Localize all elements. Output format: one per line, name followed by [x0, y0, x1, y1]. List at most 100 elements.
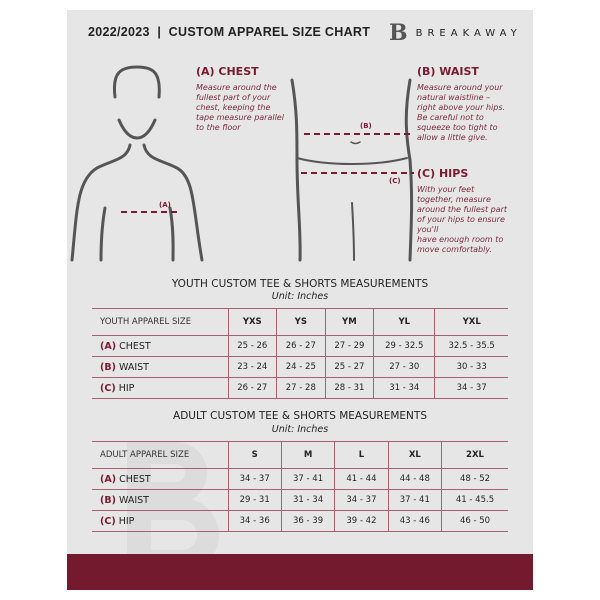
hips-heading: (C) HIPS — [417, 167, 469, 180]
measurement-value: 25 - 26 — [228, 335, 278, 357]
adult-table-unit: Unit: Inches — [271, 424, 329, 435]
measurement-name: WAIST — [118, 361, 149, 373]
table-row: (A) CHEST 25 - 26 26 - 27 27 - 29 29 - 32.5 3… — [92, 335, 508, 357]
table-row: (C) HIP 34 - 36 36 - 39 39 - 42 43 - 46 46 - … — [92, 510, 508, 532]
adult-table-title: ADULT CUSTOM TEE & SHORTS MEASUREMENTS — [173, 410, 427, 422]
measurement-letter: (C) — [100, 515, 116, 527]
measurement-name: HIP — [118, 382, 135, 394]
measurement-value: 25 - 27 — [325, 356, 375, 378]
text-line: natural waistline – — [417, 93, 491, 102]
hips-marker: (C) — [389, 177, 401, 185]
measurement-label: (A) CHEST — [92, 468, 229, 490]
size-header: L — [334, 441, 389, 469]
measurement-value: 37 - 41 — [281, 468, 336, 490]
size-label-header: YOUTH APPAREL SIZE — [92, 308, 229, 336]
text-line: Be careful not to — [417, 113, 484, 122]
measurement-name: CHEST — [119, 473, 151, 485]
text-line: you'll — [417, 225, 439, 234]
measurement-value: 39 - 42 — [334, 510, 389, 532]
measurement-letter: (A) — [100, 473, 117, 485]
measurement-value: 26 - 27 — [276, 335, 326, 357]
measurement-value: 32.5 - 35.5 — [434, 335, 508, 357]
size-header: YXS — [228, 308, 278, 336]
measurement-value: 23 - 24 — [228, 356, 278, 378]
text-line: Measure around the — [196, 83, 277, 92]
size-label-header: ADULT APPAREL SIZE — [92, 441, 229, 469]
text-line: have enough room to — [417, 235, 504, 244]
table-header-row: YOUTH APPAREL SIZE YXS YS YM YL YXL — [92, 308, 508, 336]
footer-bar — [67, 554, 533, 590]
youth-size-table: YOUTH APPAREL SIZE YXS YS YM YL YXL (A) CHEST 2… — [92, 308, 508, 399]
brand-name: BREAKAWAY — [415, 27, 522, 39]
text-line: together, measure — [417, 195, 491, 204]
text-line: to the floor — [196, 123, 241, 132]
page-title: 2022/2023 | CUSTOM APPAREL SIZE CHART — [88, 25, 371, 39]
brand-logo: 𝐁 BREAKAWAY — [389, 20, 522, 46]
text-line: move comfortably. — [417, 245, 492, 254]
measurement-value: 27 - 30 — [373, 356, 436, 378]
measurement-value: 46 - 50 — [441, 510, 508, 532]
measurement-value: 31 - 34 — [281, 489, 336, 511]
measurement-value: 37 - 41 — [388, 489, 443, 511]
measurement-label: (C) HIP — [92, 377, 229, 399]
size-header: YS — [276, 308, 326, 336]
body-figures — [70, 65, 414, 262]
size-header: 2XL — [441, 441, 508, 469]
text-line: With your feet — [417, 185, 475, 194]
measure-lines — [121, 133, 414, 213]
measurement-value: 30 - 33 — [434, 356, 508, 378]
measurement-value: 48 - 52 — [441, 468, 508, 490]
measurement-name: CHEST — [119, 340, 151, 352]
waist-description: Measure around your natural waistline – ri… — [417, 83, 505, 143]
measurement-value: 34 - 37 — [334, 489, 389, 511]
chest-heading: (A) CHEST — [196, 65, 259, 78]
text-line: right above your hips. — [417, 103, 506, 112]
measurement-value: 44 - 48 — [388, 468, 443, 490]
measurement-value: 43 - 46 — [388, 510, 443, 532]
measurement-value: 26 - 27 — [228, 377, 278, 399]
size-header: YXL — [434, 308, 508, 336]
adult-size-table: ADULT APPAREL SIZE S M L XL 2XL (A) CHEST 34 - … — [92, 441, 508, 532]
size-chart-card: 2022/2023 | CUSTOM APPAREL SIZE CHART 𝐁 … — [67, 10, 533, 590]
upper-body-figure — [70, 65, 204, 262]
measurement-letter: (C) — [100, 382, 116, 394]
youth-table-unit: Unit: Inches — [271, 291, 329, 302]
table-row: (B) WAIST 23 - 24 24 - 25 25 - 27 27 - 30 30 … — [92, 356, 508, 378]
measurement-letter: (A) — [100, 340, 117, 352]
measurement-name: HIP — [118, 515, 135, 527]
waist-heading: (B) WAIST — [417, 65, 479, 78]
measurement-letter: (B) — [100, 361, 116, 373]
measurement-value: 36 - 39 — [281, 510, 336, 532]
measurement-value: 27 - 29 — [325, 335, 375, 357]
measurement-label: (C) HIP — [92, 510, 229, 532]
measurement-value: 24 - 25 — [276, 356, 326, 378]
measurement-label: (A) CHEST — [92, 335, 229, 357]
measurement-value: 27 - 28 — [276, 377, 326, 399]
text-line: Measure around your — [417, 83, 503, 92]
table-header-row: ADULT APPAREL SIZE S M L XL 2XL — [92, 441, 508, 469]
waist-marker: (B) — [360, 122, 372, 130]
hips-description: With your feet together, measure around th… — [417, 185, 507, 255]
measurement-label: (B) WAIST — [92, 489, 229, 511]
measurement-value: 34 - 37 — [434, 377, 508, 399]
chest-marker: (A) — [159, 201, 171, 209]
measurement-value: 41 - 45.5 — [441, 489, 508, 511]
text-line: around the fullest part — [417, 205, 508, 214]
table-row: (C) HIP 26 - 27 27 - 28 28 - 31 31 - 34 34 - … — [92, 377, 508, 399]
text-line: squeeze too tight to — [417, 123, 498, 132]
logo-icon: 𝐁 — [389, 20, 408, 46]
table-row: (B) WAIST 29 - 31 31 - 34 34 - 37 37 - 41 41 … — [92, 489, 508, 511]
size-header: S — [228, 441, 282, 469]
measurement-value: 34 - 37 — [228, 468, 282, 490]
youth-table-title: YOUTH CUSTOM TEE & SHORTS MEASUREMENTS — [171, 278, 429, 290]
size-header: XL — [388, 441, 443, 469]
measurement-value: 31 - 34 — [373, 377, 436, 399]
size-header: M — [281, 441, 336, 469]
measurement-name: WAIST — [118, 494, 149, 506]
text-line: fullest part of your — [196, 93, 271, 102]
size-header: YL — [373, 308, 436, 336]
size-header: YM — [325, 308, 375, 336]
measurement-value: 41 - 44 — [334, 468, 389, 490]
chest-description: Measure around the fullest part of your ch… — [196, 83, 284, 133]
table-row: (A) CHEST 34 - 37 37 - 41 41 - 44 44 - 48 48 … — [92, 468, 508, 490]
